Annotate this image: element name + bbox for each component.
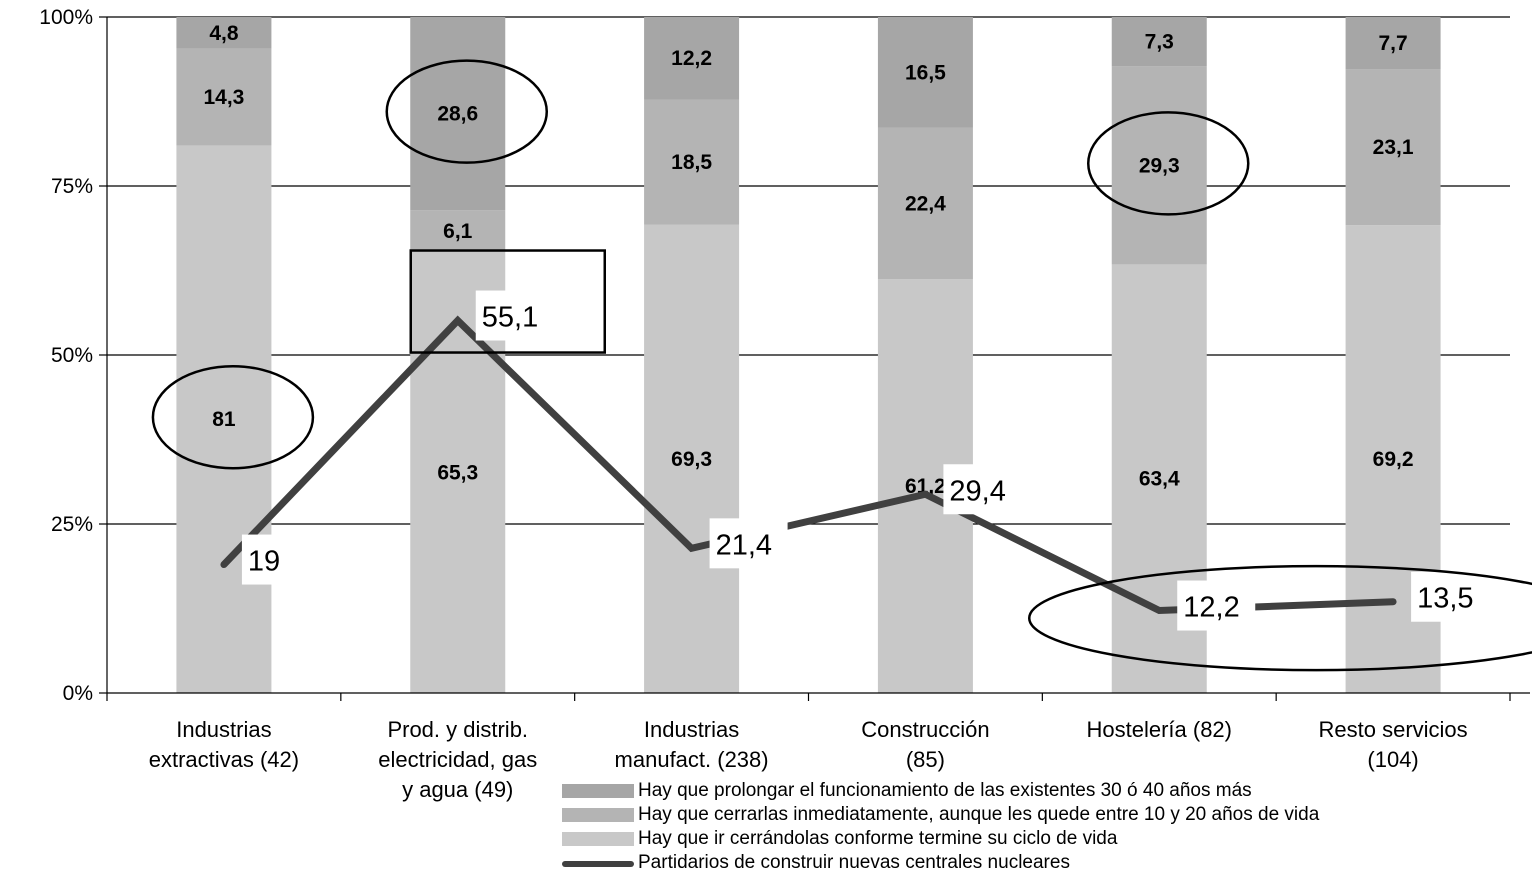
bar-data-label: 7,3	[1145, 31, 1174, 54]
line-data-label: 19	[248, 546, 280, 578]
annotation-ellipse	[151, 364, 315, 470]
annotation-ellipse	[385, 59, 548, 164]
line-point	[691, 547, 693, 549]
line-data-label: 29,4	[949, 475, 1005, 507]
line-label-box	[241, 534, 320, 585]
x-tick-label: (104)	[1367, 747, 1418, 772]
bar-segment	[410, 210, 506, 252]
x-tick-label: Hostelería (82)	[1086, 717, 1232, 742]
annotation-ellipse	[1087, 111, 1250, 216]
gridlines	[107, 16, 1510, 525]
y-tick-label: 50%	[51, 344, 93, 367]
y-tick-label: 100%	[39, 6, 93, 29]
axes: 0% 25% 50% 75% 100% Industrias extractivas (42…	[39, 6, 1530, 802]
line-point	[1392, 601, 1394, 603]
bar-segment	[1345, 17, 1441, 70]
bar-data-label: 29,3	[1139, 154, 1180, 177]
x-tick-label: (85)	[906, 747, 945, 772]
legend-swatch	[562, 832, 634, 846]
bar-data-label: 7,7	[1378, 32, 1407, 55]
bar-data-label: 18,5	[671, 151, 712, 174]
line-label-box	[1177, 580, 1256, 631]
legend-line-swatch	[562, 861, 634, 867]
x-tick-label: Resto servicios	[1319, 717, 1468, 742]
line-series: 19 55,1 21,4 29,4 12,2 13,5	[220, 290, 1490, 631]
bar-segment	[877, 17, 973, 128]
bar-data-label: 6,1	[443, 220, 473, 243]
y-tick-label: 75%	[51, 175, 93, 198]
line-label-box	[475, 290, 554, 341]
bar-segment	[644, 17, 740, 100]
bar-data-label: 65,3	[437, 461, 478, 484]
bar-data-label: 23,1	[1373, 136, 1414, 159]
line-data-label: 13,5	[1417, 583, 1473, 615]
legend-label: Hay que ir cerrándolas conforme termine …	[638, 828, 1118, 849]
x-tick-label: extractivas (42)	[149, 747, 299, 772]
bar-data-label: 61,2	[905, 475, 946, 498]
legend-swatch	[562, 808, 634, 822]
legend-label: Partidarios de construir nuevas centrale…	[638, 852, 1070, 873]
line-point	[457, 320, 459, 322]
line-label-box	[1411, 571, 1490, 622]
bar-data-label: 63,4	[1139, 468, 1180, 491]
line-point	[223, 564, 225, 566]
y-tick-label: 25%	[51, 513, 93, 536]
annotation-ellipse	[1028, 564, 1532, 672]
bar-data-label: 69,3	[671, 448, 712, 471]
legend-swatch	[562, 784, 634, 798]
x-tick-label: electricidad, gas	[378, 747, 537, 772]
bar-data-label: 28,6	[437, 103, 478, 126]
line-label-box	[709, 518, 788, 569]
legend-label: Hay que prolongar el funcionamiento de l…	[638, 780, 1252, 801]
x-tick-label: Industrias	[644, 717, 739, 742]
bar-segment	[1111, 17, 1207, 67]
y-tick-label: 0%	[63, 682, 93, 705]
bar-segment	[1111, 66, 1207, 265]
bar-segment	[410, 17, 506, 211]
bar-segment	[176, 145, 272, 693]
x-tick-label: manufact. (238)	[615, 747, 769, 772]
line-data-label: 21,4	[716, 529, 772, 561]
line-path	[220, 315, 1397, 615]
bar-segment	[877, 127, 973, 280]
bar-data-label: 12,2	[671, 47, 712, 70]
bar-segment	[1345, 69, 1441, 226]
bar-segment	[176, 48, 272, 146]
x-tick-label: Industrias	[176, 717, 271, 742]
line-data-label: 12,2	[1183, 592, 1239, 624]
line-data-label: 55,1	[482, 302, 538, 334]
bar-data-label: 81	[212, 408, 236, 431]
bar-data-label: 16,5	[905, 61, 946, 84]
bar-segment	[644, 224, 740, 694]
bar-data-label: 22,4	[905, 193, 946, 216]
legend-label: Hay que cerrarlas inmediatamente, aunque…	[638, 804, 1320, 825]
x-tick-label: y agua (49)	[402, 777, 513, 802]
line-point	[1158, 610, 1160, 612]
bar-segment	[644, 99, 740, 225]
x-tick-label: Construcción	[861, 717, 989, 742]
annotations-over	[151, 59, 1532, 672]
bar-segment	[176, 17, 272, 49]
line-point	[924, 493, 926, 495]
bar-data-label: 69,2	[1373, 448, 1414, 471]
bar-data-label: 14,3	[203, 86, 244, 109]
line-label-box	[943, 464, 1022, 515]
annotation-rectangle	[409, 249, 606, 354]
x-tick-label: Prod. y distrib.	[387, 717, 528, 742]
bar-data-label: 4,8	[209, 22, 239, 45]
